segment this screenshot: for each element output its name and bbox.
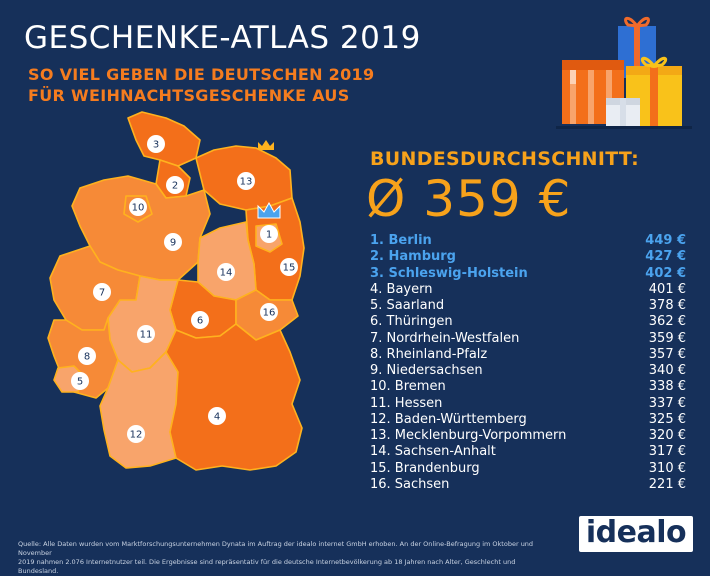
map-badge-label: 7 [99, 288, 105, 299]
ranking-value: 325 € [648, 411, 686, 427]
ranking-row: 8. Rheinland-Pfalz 357 € [370, 347, 686, 363]
map-badge-12: 12 [127, 425, 145, 443]
ranking-row: 3. Schleswig-Holstein 402 € [370, 266, 686, 282]
ranking-label: 5. Saarland [370, 298, 445, 313]
ranking-row: 11. Hessen 337 € [370, 396, 686, 412]
ranking-label: 10. Bremen [370, 379, 446, 395]
map-badge-label: 11 [140, 330, 153, 341]
source-line-1: Quelle: Alle Daten wurden vom Marktforsc… [18, 540, 534, 557]
map-badge-label: 15 [283, 263, 296, 274]
ranking-label: 1. Berlin [370, 233, 432, 248]
subtitle-line-1: SO VIEL GEBEN DIE DEUTSCHEN 2019 [28, 65, 375, 84]
map-badge-label: 6 [197, 316, 203, 327]
ranking-value: 338 € [648, 379, 686, 395]
ranking-value: 449 € [645, 233, 686, 248]
map-badge-label: 12 [130, 430, 143, 441]
ranking-label: 9. Niedersachsen [370, 363, 483, 378]
ranking-label: 16. Sachsen [370, 476, 450, 492]
ranking-row: 15. Brandenburg 310 € [370, 461, 686, 477]
map-badge-label: 4 [214, 412, 220, 423]
state-sachsen-anhalt [197, 221, 257, 301]
subtitle-line-2: FÜR WEIHNACHTSGESCHENKE AUS [28, 86, 350, 105]
map-badge-label: 9 [170, 238, 176, 249]
map-badge-5: 5 [71, 372, 89, 390]
page-subtitle: SO VIEL GEBEN DIE DEUTSCHEN 2019 FÜR WEI… [28, 64, 374, 106]
average-value: Ø 359 € [366, 170, 572, 228]
ranking-value: 402 € [645, 265, 686, 281]
ranking-value: 310 € [648, 460, 686, 476]
map-badge-label: 1 [266, 230, 272, 241]
ranking-label: 14. Sachsen-Anhalt [370, 444, 496, 460]
map-badge-label: 8 [84, 352, 90, 363]
idealo-logo: idealo [579, 516, 693, 552]
average-label: BUNDESDURCHSCHNITT: [370, 148, 640, 170]
ranking-label: 12. Baden-Württemberg [370, 411, 527, 427]
ranking-value: 320 € [648, 428, 686, 443]
source-note: Quelle: Alle Daten wurden vom Marktforsc… [18, 540, 548, 576]
ranking-row: 13. Mecklenburg-Vorpommern 320 € [370, 428, 686, 444]
map-badge-label: 13 [240, 177, 253, 188]
ranking-row: 10. Bremen 338 € [370, 379, 686, 395]
ranking-value: 357 € [648, 346, 686, 362]
ranking-table: 1. Berlin 449 €2. Hamburg 427 €3. Schleswi… [370, 233, 686, 493]
ranking-value: 317 € [648, 444, 686, 460]
ranking-row: 9. Niedersachsen 340 € [370, 363, 686, 379]
map-badge-7: 7 [93, 283, 111, 301]
map-badge-4: 4 [208, 407, 226, 425]
ranking-row: 1. Berlin 449 € [370, 233, 686, 249]
map-badge-label: 14 [220, 268, 233, 279]
ranking-label: 11. Hessen [370, 395, 443, 411]
ranking-label: 8. Rheinland-Pfalz [370, 346, 488, 362]
map-badge-label: 5 [77, 377, 83, 388]
ranking-row: 7. Nordrhein-Westfalen 359 € [370, 331, 686, 347]
map-badge-label: 16 [263, 308, 276, 319]
source-line-2: 2019 nahmen 2.076 Internetnutzer teil. D… [18, 558, 516, 575]
map-badge-1: 1 [260, 225, 278, 243]
ranking-value: 427 € [645, 249, 686, 265]
ranking-row: 12. Baden-Württemberg 325 € [370, 412, 686, 428]
map-badge-9: 9 [164, 233, 182, 251]
state-bayern [165, 323, 303, 471]
map-badge-15: 15 [280, 258, 298, 276]
ranking-row: 16. Sachsen 221 € [370, 477, 686, 493]
crown-icon [257, 201, 281, 219]
map-badge-label: 2 [172, 181, 178, 192]
map-badge-10: 10 [129, 198, 147, 216]
ranking-value: 401 € [648, 281, 686, 297]
ranking-label: 15. Brandenburg [370, 460, 480, 476]
map-badge-13: 13 [237, 172, 255, 190]
ranking-label: 7. Nordrhein-Westfalen [370, 330, 520, 346]
gift-boxes-icon [556, 16, 692, 129]
map-badge-11: 11 [137, 325, 155, 343]
ranking-label: 2. Hamburg [370, 249, 456, 265]
map-badge-16: 16 [260, 303, 278, 321]
ranking-row: 6. Thüringen 362 € [370, 314, 686, 330]
ranking-row: 4. Bayern 401 € [370, 282, 686, 298]
map-badge-6: 6 [191, 311, 209, 329]
ranking-label: 3. Schleswig-Holstein [370, 265, 528, 281]
map-badge-3: 3 [147, 135, 165, 153]
ranking-value: 340 € [648, 363, 686, 378]
map-badge-2: 2 [166, 176, 184, 194]
page-title: GESCHENKE-ATLAS 2019 [24, 20, 421, 56]
ranking-row: 14. Sachsen-Anhalt 317 € [370, 444, 686, 460]
map-badge-label: 10 [132, 203, 145, 214]
ranking-value: 362 € [648, 314, 686, 330]
ranking-row: 2. Hamburg 427 € [370, 249, 686, 265]
ranking-row: 5. Saarland 378 € [370, 298, 686, 314]
small-crown-icon [258, 140, 274, 150]
map-badge-label: 3 [153, 140, 159, 151]
ranking-label: 4. Bayern [370, 281, 433, 297]
ranking-label: 6. Thüringen [370, 314, 453, 330]
ranking-value: 378 € [648, 298, 686, 313]
ranking-value: 337 € [648, 395, 686, 411]
ranking-value: 221 € [648, 476, 686, 492]
map-badge-14: 14 [217, 263, 235, 281]
state-schleswig-holstein [127, 111, 201, 167]
ranking-value: 359 € [648, 330, 686, 346]
ranking-label: 13. Mecklenburg-Vorpommern [370, 428, 567, 443]
map-badge-8: 8 [78, 347, 96, 365]
